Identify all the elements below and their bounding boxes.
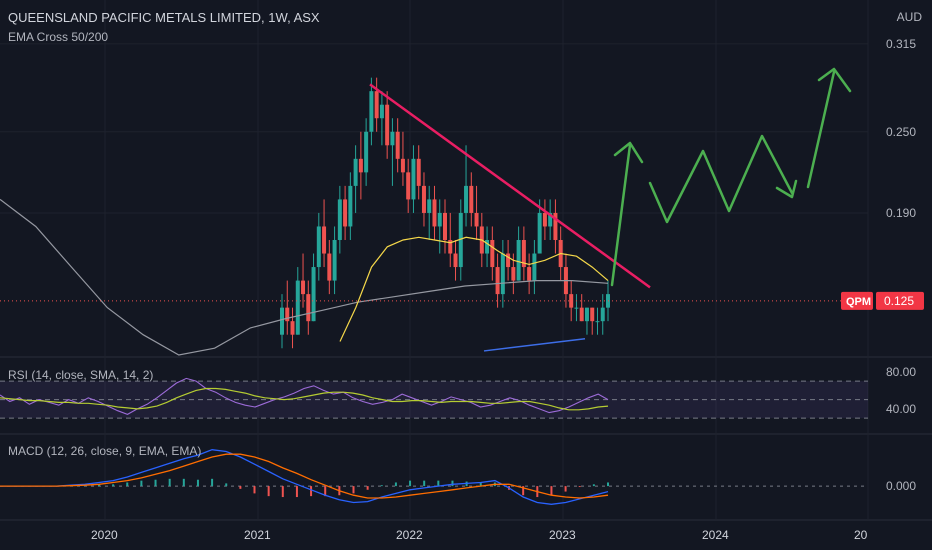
ema200-line [0, 198, 609, 356]
candle-body [516, 240, 521, 281]
candle-body [506, 253, 511, 268]
projection-zigzag [648, 134, 794, 224]
candle-body [379, 104, 384, 119]
candle-body [369, 91, 374, 132]
projection-arrow-head [817, 67, 852, 93]
rsi-line [0, 377, 609, 416]
rsi-ma-line [0, 387, 609, 411]
candle-body [411, 158, 416, 200]
candle-body [427, 199, 432, 213]
rsi-tick-label: 80.00 [886, 365, 916, 379]
candle-body [358, 158, 363, 173]
candle-body [400, 158, 405, 173]
y-tick-label: 0.250 [886, 125, 916, 139]
candle-body [595, 321, 600, 323]
ema50-line [339, 236, 609, 342]
y-tick-label: 0.315 [886, 37, 916, 51]
projection-arrow-final [806, 70, 836, 189]
candle-body [511, 267, 516, 281]
candle-body [406, 172, 411, 200]
y-tick-label: 0.190 [886, 206, 916, 220]
candle-body [600, 307, 605, 322]
candle-body [453, 253, 458, 268]
macd-line [0, 449, 609, 505]
candle-body [374, 91, 379, 119]
projection-arrow-head [775, 179, 798, 199]
ticker-badge-label: QPM [846, 296, 871, 308]
candle-body [458, 212, 463, 268]
candle-body [464, 185, 469, 213]
candle-body [353, 158, 358, 186]
candle-body [290, 321, 295, 335]
candle-body [332, 240, 337, 281]
candle-body [395, 131, 400, 159]
rsi-label: RSI (14, close, SMA, 14, 2) [8, 368, 154, 382]
projection-arrow-up [610, 143, 632, 287]
candle-body [490, 240, 495, 268]
candle-body [527, 267, 532, 281]
currency-label: AUD [896, 10, 922, 24]
candle-body [574, 307, 579, 309]
candle-body [390, 131, 395, 146]
candle-body [316, 226, 321, 268]
candle-body [485, 240, 490, 254]
candle-body [322, 226, 327, 254]
candle-body [432, 199, 437, 227]
signal-line [0, 453, 609, 499]
chart-title: QUEENSLAND PACIFIC METALS LIMITED, 1W, A… [8, 10, 320, 25]
candle-body [569, 294, 574, 308]
candle-body [337, 199, 342, 240]
rsi-tick-label: 40.00 [886, 402, 916, 416]
candle-body [590, 307, 595, 322]
candle-body [553, 212, 558, 240]
support-line [483, 338, 586, 352]
candle-body [327, 253, 332, 281]
candle-body [285, 307, 290, 322]
candle-body [532, 253, 537, 281]
candle-body [443, 212, 447, 240]
x-tick-label: 2021 [244, 528, 271, 542]
candle-body [311, 267, 316, 322]
indicator-label: EMA Cross 50/200 [8, 30, 109, 44]
candle-body [416, 158, 421, 186]
candle-body [448, 240, 453, 254]
candle-body [301, 280, 306, 295]
candle-body [474, 212, 479, 227]
candle-body [500, 253, 505, 295]
candle-body [495, 267, 500, 295]
price-badge-label: 0.125 [884, 294, 914, 308]
candle-body [542, 212, 547, 227]
candle-body [579, 307, 584, 322]
projection-arrow-head [613, 141, 644, 164]
candle-body [469, 185, 474, 213]
x-tick-label: 2020 [91, 528, 118, 542]
candle-body [437, 212, 442, 227]
candle-body [295, 280, 300, 335]
candle-body [584, 307, 589, 322]
x-tick-label: 20 [854, 528, 868, 542]
candle-body [421, 185, 426, 213]
candle-body [280, 307, 284, 335]
macd-label: MACD (12, 26, close, 9, EMA, EMA) [8, 444, 202, 458]
candle-body [364, 131, 369, 173]
candle-body [348, 185, 353, 227]
price-badge [876, 291, 924, 310]
ticker-badge [841, 291, 873, 310]
candle-body [343, 199, 348, 227]
x-tick-label: 2023 [549, 528, 576, 542]
trendline [369, 83, 651, 289]
candle-body [548, 212, 553, 227]
x-tick-label: 2022 [396, 528, 423, 542]
candle-body [537, 212, 542, 254]
x-tick-label: 2024 [702, 528, 729, 542]
candle-body [521, 240, 526, 268]
candle-body [385, 104, 390, 146]
macd-tick-label: 0.000 [886, 479, 916, 493]
candle-body [306, 294, 311, 322]
